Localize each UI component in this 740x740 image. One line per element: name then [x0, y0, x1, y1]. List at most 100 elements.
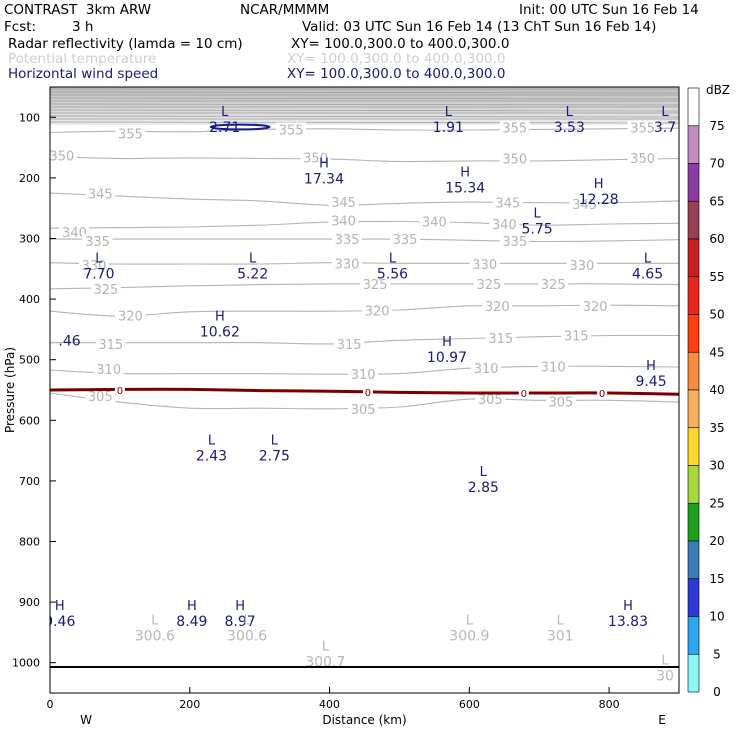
- extremum-high-marker: H: [187, 599, 197, 614]
- plot-frame: [49, 86, 680, 694]
- extremum-high-marker: H: [460, 166, 470, 181]
- theta-label-bg: [627, 120, 658, 134]
- extremum-value: 15.34: [445, 181, 485, 197]
- freezing-label-bg: [114, 385, 125, 395]
- y-tick-label: 200: [19, 172, 40, 185]
- theta-label: 315: [488, 332, 513, 347]
- extremum-low-marker: L: [95, 252, 103, 267]
- theta-label: 350: [49, 149, 74, 164]
- theta-label: 350: [502, 153, 527, 168]
- freezing-label-bg: [362, 386, 373, 397]
- extremum-value: 17.34: [304, 172, 344, 188]
- x-axis-title: Distance (km): [322, 713, 406, 727]
- colorbar-swatch: [687, 389, 700, 429]
- field2-name: Potential temperature: [8, 51, 157, 67]
- field1-xy: XY= 100.0,300.0 to 400.0,300.0: [291, 36, 510, 52]
- extremum-high-marker: H: [646, 359, 656, 374]
- colorbar-swatch: [687, 502, 700, 542]
- valid-time: Valid: 03 UTC Sun 16 Feb 14 (13 ChT Sun …: [302, 19, 657, 35]
- extremum-value: 5.56: [377, 267, 408, 283]
- theta-label: 335: [335, 233, 360, 248]
- upper-contour-line: [50, 121, 679, 124]
- extremum-value: 301: [547, 629, 574, 645]
- theta-label-bg: [499, 120, 530, 134]
- theta-label-bg: [115, 126, 146, 140]
- theta-label: 315: [98, 338, 123, 353]
- theta-label-bg: [580, 298, 611, 312]
- extremum-low-marker: L: [151, 614, 159, 629]
- extremum-value: 10.97: [427, 350, 467, 366]
- extremum-low-marker: L: [566, 105, 574, 120]
- colorbar-swatch: [687, 427, 700, 466]
- theta-label: 340: [331, 214, 356, 229]
- extremum-value: 30: [656, 669, 674, 685]
- colorbar-swatch: [687, 200, 700, 240]
- theta-label-bg: [85, 389, 116, 403]
- colorbar-swatch: [687, 616, 700, 655]
- theta-label-bg: [538, 359, 569, 373]
- theta-label-bg: [489, 216, 520, 230]
- colorbar-tick-label: 0: [713, 685, 721, 699]
- extremum-low-marker: L: [661, 654, 669, 669]
- colorbar-tick-label: 70: [709, 157, 724, 171]
- y-tick-label: 800: [19, 536, 40, 549]
- theta-label-bg: [59, 224, 90, 238]
- colorbar-tick-label: 60: [709, 232, 724, 246]
- colorbar-swatch: [687, 125, 700, 164]
- freezing-label: 0: [521, 389, 527, 400]
- model-title: CONTRAST 3km ARW: [4, 2, 152, 18]
- theta-label: 350: [630, 152, 655, 167]
- colorbar-swatch: [687, 540, 700, 580]
- theta-label: 325: [93, 283, 118, 298]
- fcst-value: 3 h: [72, 19, 94, 35]
- theta-contour-335: [50, 238, 679, 243]
- y-tick-label: 300: [19, 233, 40, 246]
- theta-label-bg: [328, 195, 359, 209]
- theta-label-bg: [475, 392, 506, 406]
- theta-label-bg: [566, 258, 597, 272]
- reflectivity-contour-ellipse: [209, 123, 271, 131]
- y-tick-label: 400: [19, 293, 40, 306]
- init-time: Init: 00 UTC Sun 16 Feb 14: [519, 2, 699, 18]
- theta-label-bg: [300, 150, 331, 164]
- theta-label: 305: [88, 390, 113, 405]
- theta-label: 330: [82, 259, 107, 274]
- colorbar-tick-label: 25: [709, 496, 724, 510]
- theta-label-bg: [85, 186, 116, 200]
- extremum-value: 3.53: [554, 120, 585, 136]
- colorbar-tick-label: 15: [709, 572, 724, 586]
- theta-label-bg: [359, 276, 390, 290]
- extremum-value: 1.91: [433, 120, 464, 136]
- theta-label: 340: [492, 218, 517, 233]
- colorbar-tick-label: 75: [709, 119, 724, 133]
- extremum-value: 300.6: [135, 629, 175, 645]
- extremum-value: 3.7: [654, 120, 676, 136]
- theta-label: 335: [502, 235, 527, 250]
- freezing-label: 0: [365, 388, 371, 399]
- upper-contour-line: [50, 115, 679, 118]
- extremum-high-marker: H: [55, 599, 65, 614]
- y-tick-label: 500: [19, 354, 40, 367]
- x-end-label-right: E: [658, 713, 666, 727]
- colorbar-tick-label: 5: [713, 647, 721, 661]
- extremum-value: 2.43: [196, 449, 227, 465]
- theta-label: 340: [62, 226, 87, 241]
- upper-dense-contours: [50, 88, 679, 124]
- extremum-low-marker: L: [249, 252, 257, 267]
- theta-label: 345: [331, 196, 356, 211]
- extremum-low-marker: L: [243, 614, 251, 629]
- colorbar-swatch: [687, 87, 700, 127]
- extremum-value: 12.28: [579, 192, 619, 208]
- theta-label: 325: [476, 278, 501, 293]
- colorbar-tick-label: 20: [709, 534, 724, 548]
- theta-label: 310: [96, 363, 121, 378]
- colorbar-tick-label: 35: [709, 421, 724, 435]
- colorbar-tick-label: 40: [709, 383, 724, 397]
- theta-label-bg: [95, 336, 126, 350]
- colorbar-tick-label: 10: [709, 610, 724, 624]
- extremum-value: 9.46: [44, 614, 75, 630]
- theta-label-bg: [485, 330, 516, 344]
